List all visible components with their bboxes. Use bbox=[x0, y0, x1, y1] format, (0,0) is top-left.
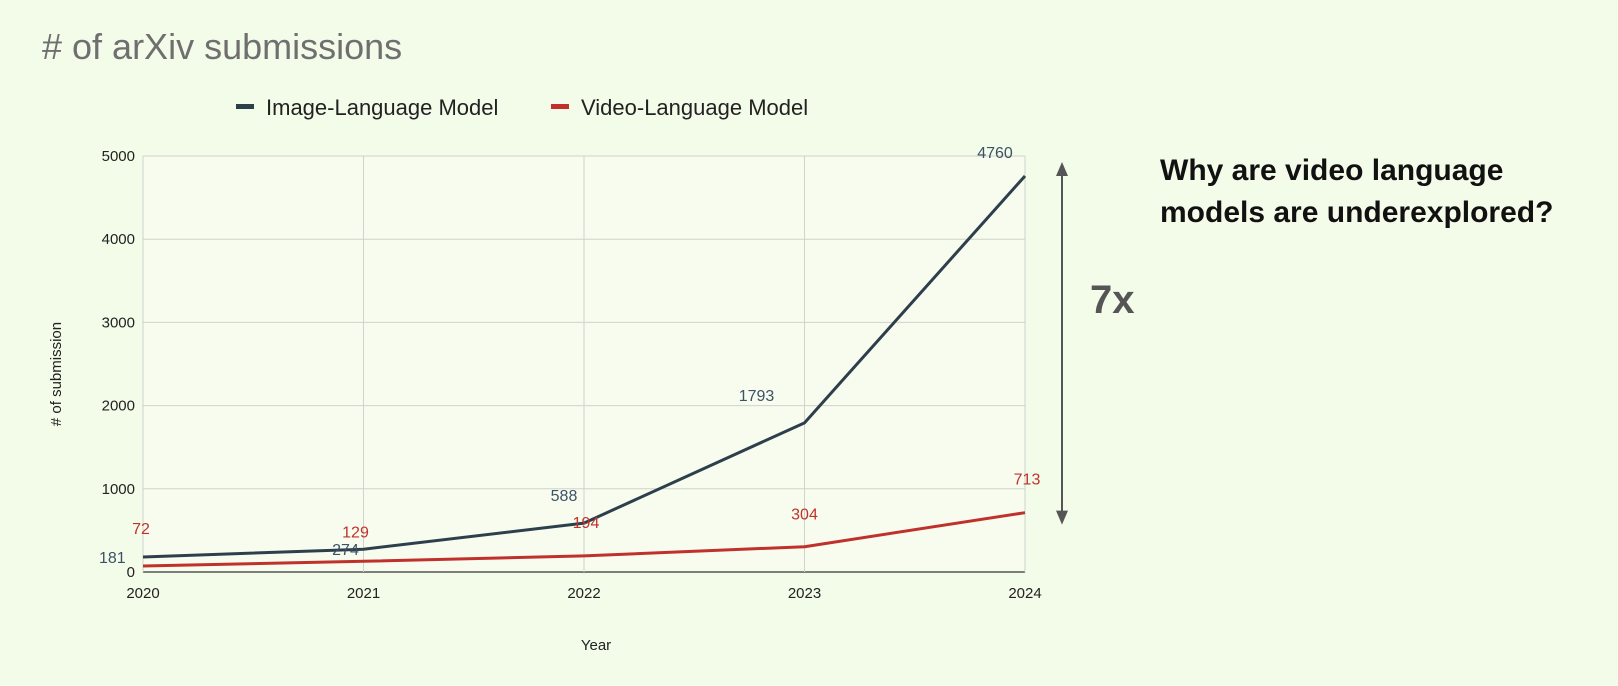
data-label-1-2: 194 bbox=[573, 515, 600, 532]
x-tick-label: 2020 bbox=[126, 585, 159, 602]
data-label-1-3: 304 bbox=[791, 507, 818, 524]
y-tick-label: 2000 bbox=[102, 398, 135, 415]
ratio-arrow-head-bottom bbox=[1056, 510, 1068, 525]
x-tick-label: 2023 bbox=[788, 585, 821, 602]
data-label-1-0: 72 bbox=[132, 521, 150, 538]
data-label-0-2: 588 bbox=[551, 488, 578, 505]
x-tick-label: 2024 bbox=[1008, 585, 1041, 602]
y-axis-title: # of submission bbox=[48, 322, 65, 426]
x-tick-label: 2021 bbox=[347, 585, 380, 602]
legend-swatch-1 bbox=[551, 104, 569, 109]
legend-label-0: Image-Language Model bbox=[266, 95, 498, 120]
y-tick-label: 1000 bbox=[102, 481, 135, 498]
y-tick-label: 3000 bbox=[102, 314, 135, 331]
legend-label-1: Video-Language Model bbox=[581, 95, 808, 120]
x-tick-label: 2022 bbox=[567, 585, 600, 602]
slide-title: # of arXiv submissions bbox=[42, 26, 403, 67]
question-text: Why are video language models are undere… bbox=[1160, 154, 1554, 229]
ratio-arrow-head-top bbox=[1056, 161, 1068, 176]
data-label-1-4: 713 bbox=[1014, 472, 1041, 489]
y-tick-label: 4000 bbox=[102, 231, 135, 248]
series-line-1 bbox=[142, 511, 1026, 568]
x-axis-title: Year bbox=[581, 637, 611, 654]
data-label-1-1: 129 bbox=[342, 524, 369, 541]
data-label-0-1: 274 bbox=[332, 542, 359, 559]
legend-swatch-0 bbox=[236, 104, 254, 109]
data-label-0-0: 181 bbox=[99, 550, 126, 567]
y-tick-label: 5000 bbox=[102, 148, 135, 165]
data-label-0-4: 4760 bbox=[977, 145, 1013, 162]
ratio-label: 7x bbox=[1090, 278, 1135, 322]
data-label-0-3: 1793 bbox=[739, 388, 775, 405]
y-tick-label: 0 bbox=[127, 564, 135, 581]
series-line-0 bbox=[142, 174, 1027, 559]
